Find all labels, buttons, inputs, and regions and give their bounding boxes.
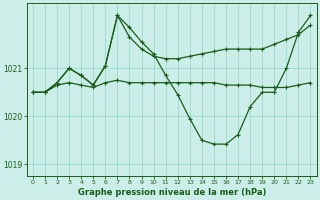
X-axis label: Graphe pression niveau de la mer (hPa): Graphe pression niveau de la mer (hPa)	[77, 188, 266, 197]
